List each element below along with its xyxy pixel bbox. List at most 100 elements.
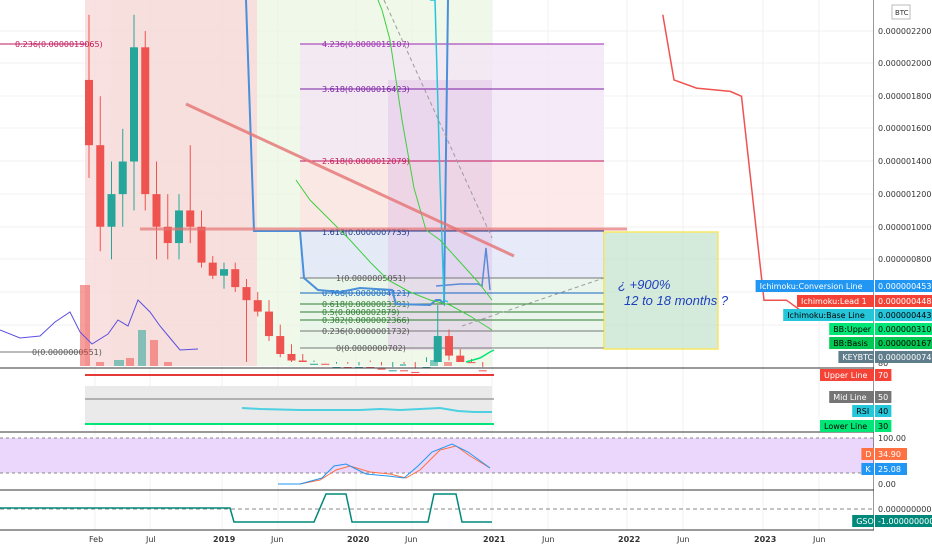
stoch-pane[interactable] <box>0 431 874 485</box>
badge-label-bg <box>797 295 874 307</box>
time-axis[interactable]: Feb Jul 2019 Jun 2020 Jun 2021 Jun 2022 … <box>0 529 874 544</box>
candle-body <box>107 194 116 227</box>
gso-pane[interactable] <box>0 489 874 523</box>
badge-label-bg <box>829 323 874 335</box>
candle-body <box>231 269 240 288</box>
fib-labels: 0.236(0.0000019065) 4.236(0.0000019107) … <box>15 40 410 357</box>
badge-value: 25.08 <box>878 465 901 474</box>
time-tick: 2020 <box>347 535 370 544</box>
badge-label-bg <box>861 448 874 460</box>
fib-label: 0.382(0.0000002366) <box>322 316 410 325</box>
fib-label: 2.618(0.0000012079) <box>322 157 410 166</box>
badge-value: 0.0000004531 <box>878 282 932 291</box>
price-tick: 0.0000022000 <box>878 27 932 36</box>
candle-body <box>456 355 465 362</box>
stoch-tick: 0.00 <box>878 480 896 489</box>
badge-value-bg <box>875 391 892 403</box>
fib-label: 0.618(0.0000003391) <box>322 300 410 309</box>
price-tick: 0.0000020000 <box>878 59 932 68</box>
badge-label: BB:Upper <box>833 325 872 334</box>
time-tick: 2021 <box>483 535 506 544</box>
fib-label: 0.236(0.0000019065) <box>15 40 103 49</box>
rsi-pane[interactable] <box>0 367 874 425</box>
stoch-tick: 100.00 <box>878 434 906 443</box>
candle-body <box>118 161 127 195</box>
time-tick: Jun <box>404 535 418 544</box>
badge-value-bg <box>875 351 932 363</box>
projection-line <box>662 14 810 318</box>
fib-label: 0.786(0.0000004121) <box>322 289 410 298</box>
fib-ext-zone-top <box>300 44 604 161</box>
ichimoku-lead-line <box>430 0 449 303</box>
badge-value: 30 <box>878 422 888 431</box>
badge-value-bg <box>875 448 907 460</box>
projection-dashed <box>383 0 493 239</box>
fib-label: 0(0.0000000702) <box>336 344 406 353</box>
badge-value: 0.0000001678 <box>878 339 932 348</box>
time-tick: Jun <box>812 535 826 544</box>
time-tick: 2023 <box>754 535 776 544</box>
price-tick: 0.0000012000 <box>878 190 932 199</box>
purple-overlay-line <box>0 299 199 351</box>
candle-body <box>377 368 386 370</box>
badge-label: Ichimoku:Conversion Line <box>760 282 863 291</box>
time-tick: Jun <box>676 535 690 544</box>
red-trendline <box>185 102 515 258</box>
candle-body <box>208 262 217 276</box>
badge-value: 0.0000003104 <box>878 325 932 334</box>
volume-bars <box>80 285 452 366</box>
badge-label: Lower Line <box>824 422 867 431</box>
badge-value-bg <box>875 309 932 321</box>
stoch-k-line <box>278 443 491 485</box>
price-tick: 0.0000016000 <box>878 124 932 133</box>
fib-ext-zone-low <box>300 231 604 278</box>
gso-tick: 0.0000000000 <box>878 505 932 514</box>
badge-label: Upper Line <box>824 371 868 380</box>
fib-label: 0.5(0.0000002879) <box>322 308 400 317</box>
candle-body <box>197 226 206 263</box>
candle-body <box>287 353 296 361</box>
candle-body <box>175 210 183 244</box>
time-tick: Jun <box>541 535 555 544</box>
badge-value-bg <box>875 405 892 417</box>
badge-value-bg <box>875 369 892 381</box>
candle-body <box>163 226 172 244</box>
candle-body <box>400 370 408 372</box>
candlesticks <box>85 14 487 373</box>
candle-body <box>433 336 442 362</box>
badge-value: 0.0000004435 <box>878 311 932 320</box>
badge-label: KEYBTC <box>842 353 873 362</box>
badge-label-bg <box>852 405 874 417</box>
time-tick: 2019 <box>213 535 236 544</box>
price-pane[interactable]: 0.236(0.0000019065) 4.236(0.0000019107) … <box>0 0 874 530</box>
red-zone <box>85 0 257 366</box>
badge-value-bg <box>875 515 932 527</box>
badge-label-bg <box>820 369 874 381</box>
candle-body <box>265 311 273 337</box>
candle-body <box>276 336 285 354</box>
badge-value-bg <box>875 337 932 349</box>
badge-label-bg <box>783 309 874 321</box>
price-tick: 0.0000010000 <box>878 223 932 232</box>
badge-label: Mid Line <box>833 393 866 402</box>
bb-upper <box>377 0 493 301</box>
badge-value-bg <box>875 420 892 432</box>
badge-value: 50 <box>878 393 888 402</box>
rsi-line <box>241 406 492 413</box>
candle-body <box>96 145 105 227</box>
badge-label-bg <box>755 280 874 292</box>
candle-body <box>141 47 150 195</box>
badge-label-bg <box>852 515 874 527</box>
fib-label: 0.236(0.0000001732) <box>322 327 410 336</box>
fib-ext-zone-mid <box>300 161 604 231</box>
indicator-lines <box>140 0 627 363</box>
candle-body <box>186 210 195 227</box>
ichimoku-base-line <box>245 0 449 307</box>
candle-body <box>478 370 487 372</box>
candle-body <box>388 370 397 372</box>
badge-label: BB:Basis <box>833 339 868 348</box>
currency-badge <box>891 4 911 20</box>
gso-line <box>0 493 492 523</box>
badge-value: -1.0000000000 <box>878 517 932 526</box>
highlight-zone <box>388 80 492 350</box>
